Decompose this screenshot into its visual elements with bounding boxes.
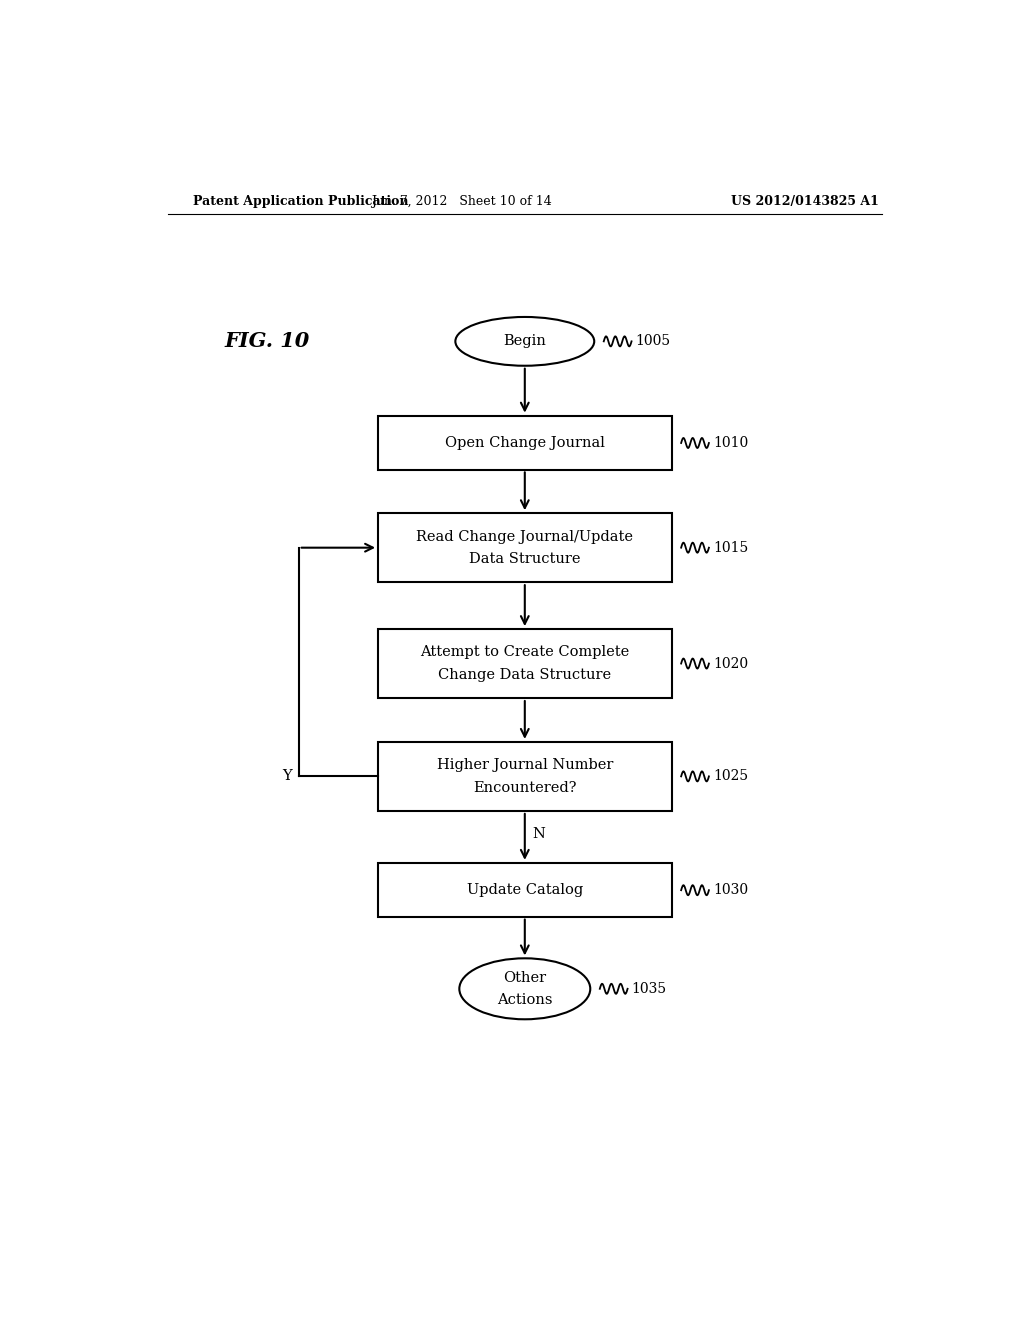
Text: Patent Application Publication: Patent Application Publication xyxy=(194,194,409,207)
FancyBboxPatch shape xyxy=(378,416,672,470)
FancyBboxPatch shape xyxy=(378,513,672,582)
Text: 1015: 1015 xyxy=(713,541,749,554)
Text: Actions: Actions xyxy=(497,993,553,1007)
Text: 1010: 1010 xyxy=(713,436,749,450)
Text: Open Change Journal: Open Change Journal xyxy=(444,436,605,450)
Text: Jun. 7, 2012   Sheet 10 of 14: Jun. 7, 2012 Sheet 10 of 14 xyxy=(371,194,552,207)
Text: Read Change Journal/Update: Read Change Journal/Update xyxy=(417,529,633,544)
Text: Data Structure: Data Structure xyxy=(469,552,581,566)
Text: 1020: 1020 xyxy=(713,656,748,671)
Text: 1025: 1025 xyxy=(713,770,748,783)
FancyBboxPatch shape xyxy=(378,863,672,917)
Text: Other: Other xyxy=(503,970,547,985)
Text: N: N xyxy=(532,828,546,841)
Text: 1035: 1035 xyxy=(632,982,667,995)
Text: FIG. 10: FIG. 10 xyxy=(224,331,309,351)
Text: Begin: Begin xyxy=(504,334,546,348)
Text: US 2012/0143825 A1: US 2012/0143825 A1 xyxy=(731,194,879,207)
Text: Attempt to Create Complete: Attempt to Create Complete xyxy=(420,645,630,660)
Text: Encountered?: Encountered? xyxy=(473,780,577,795)
Text: Y: Y xyxy=(282,770,292,783)
Text: Change Data Structure: Change Data Structure xyxy=(438,668,611,681)
Text: 1030: 1030 xyxy=(713,883,748,898)
Text: 1005: 1005 xyxy=(636,334,671,348)
Text: Update Catalog: Update Catalog xyxy=(467,883,583,898)
FancyBboxPatch shape xyxy=(378,742,672,810)
Ellipse shape xyxy=(456,317,594,366)
FancyBboxPatch shape xyxy=(378,630,672,698)
Ellipse shape xyxy=(460,958,590,1019)
Text: Higher Journal Number: Higher Journal Number xyxy=(436,758,613,772)
